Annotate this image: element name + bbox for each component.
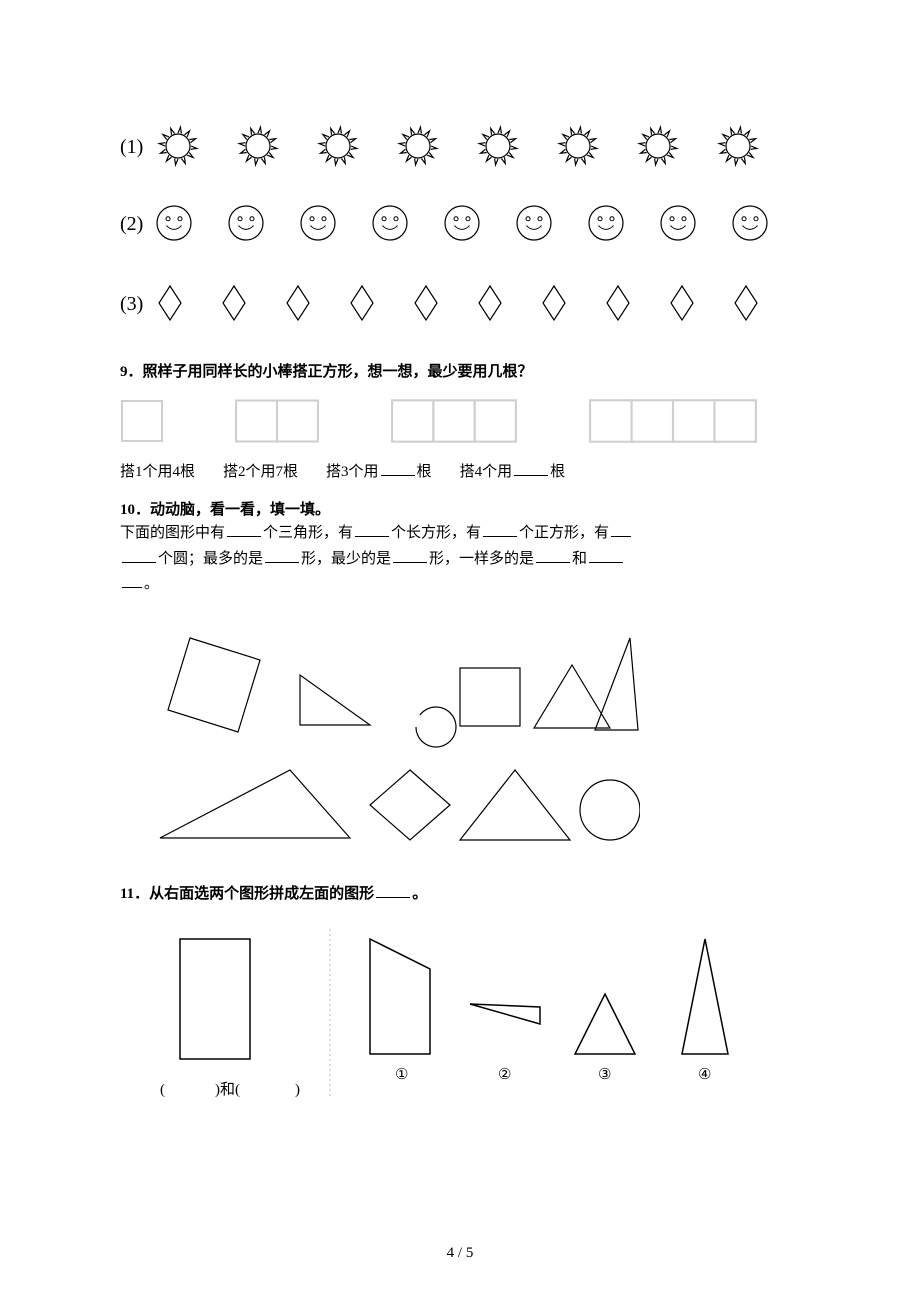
- q11-blank-title[interactable]: [376, 883, 410, 898]
- q8-svg: (1) (2) (3): [120, 108, 800, 338]
- sticks-1: [120, 396, 164, 446]
- q10-body: 下面的图形中有 个三角形，有 个长方形，有 个正方形，有 个圆；最多的是 形，最少的是 形…: [120, 521, 800, 598]
- q11-left-paren3: ): [295, 1082, 300, 1098]
- q11-label-3: ③: [598, 1067, 611, 1083]
- q10-t7: 形，一样多的是: [429, 551, 534, 567]
- q11-svg: ( )和( ) ① ② ③ ④: [120, 919, 760, 1109]
- q11-title-post: 。: [412, 886, 427, 902]
- q9-cap3-pre: 搭3个用: [326, 464, 379, 480]
- q9-captions: 搭1个用4根 搭2个用7根 搭3个用 根 搭4个用 根: [120, 460, 800, 481]
- q9-cap4: 搭4个用 根: [460, 460, 566, 481]
- q10-shapes: [120, 620, 800, 865]
- q11-left-paren1: (: [160, 1082, 165, 1098]
- q10-blank-rect[interactable]: [355, 523, 389, 538]
- q11-left-paren2: )和(: [215, 1081, 240, 1098]
- q10-blank-least[interactable]: [393, 548, 427, 563]
- worksheet-page: (1) (2) (3) 9．照样子用同样长的小棒搭正方形，想一想，最少要用几根？…: [0, 0, 920, 1302]
- q9-blank-4[interactable]: [514, 461, 548, 476]
- page-footer: 4 / 5: [0, 1245, 920, 1262]
- q10-t2: 个三角形，有: [263, 525, 353, 541]
- q10-blank-tri[interactable]: [227, 523, 261, 538]
- q10-blank-trail[interactable]: [611, 523, 631, 538]
- q9-blank-3[interactable]: [381, 461, 415, 476]
- q8-patterns: (1) (2) (3): [120, 108, 800, 343]
- row2-label: (2): [120, 213, 143, 235]
- row3-label: (3): [120, 293, 143, 315]
- row1-label: (1): [120, 136, 143, 158]
- q10-t8: 和: [572, 551, 587, 567]
- q10-title: 10．动动脑，看一看，填一填。: [120, 499, 800, 522]
- q11-label-2: ②: [498, 1067, 511, 1083]
- q9-cap3: 搭3个用 根: [326, 460, 432, 481]
- q10-title-text: 10．动动脑，看一看，填一填。: [120, 502, 330, 518]
- q10-t1: 下面的图形中有: [120, 525, 225, 541]
- q10-blank-sq[interactable]: [483, 523, 517, 538]
- q10-t9: 。: [144, 576, 159, 592]
- q9-cap3-post: 根: [417, 464, 432, 480]
- q10-t6: 形，最少的是: [301, 551, 391, 567]
- q10-svg: [120, 620, 640, 860]
- q10-blank-same1[interactable]: [536, 548, 570, 563]
- q9-cap4-pre: 搭4个用: [460, 464, 513, 480]
- q9-title: 9．照样子用同样长的小棒搭正方形，想一想，最少要用几根？: [120, 361, 800, 384]
- q10-blank-most[interactable]: [265, 548, 299, 563]
- sticks-2: [234, 396, 320, 446]
- q11-label-1: ①: [395, 1067, 408, 1083]
- q9-cap1: 搭1个用4根: [120, 460, 195, 481]
- q9-figures: [120, 396, 800, 446]
- q11-figure: ( )和( ) ① ② ③ ④: [120, 919, 800, 1114]
- q9-cap2: 搭2个用7根: [223, 460, 298, 481]
- q10-t3: 个长方形，有: [391, 525, 481, 541]
- q10-blank-circle[interactable]: [122, 548, 156, 563]
- q11-title: 11．从右面选两个图形拼成左面的图形 。: [120, 883, 800, 906]
- q9-cap4-post: 根: [550, 464, 565, 480]
- q9-title-text: 9．照样子用同样长的小棒搭正方形，想一想，最少要用几根？: [120, 364, 533, 380]
- sticks-3: [390, 396, 518, 446]
- q10-blank-same2b[interactable]: [122, 574, 142, 589]
- sticks-4: [588, 396, 758, 446]
- q11-label-4: ④: [698, 1067, 711, 1083]
- q10-blank-same2[interactable]: [589, 548, 623, 563]
- q10-t5: 个圆；最多的是: [158, 551, 263, 567]
- q11-title-text: 11．从右面选两个图形拼成左面的图形: [120, 886, 374, 902]
- q10-t4: 个正方形，有: [519, 525, 609, 541]
